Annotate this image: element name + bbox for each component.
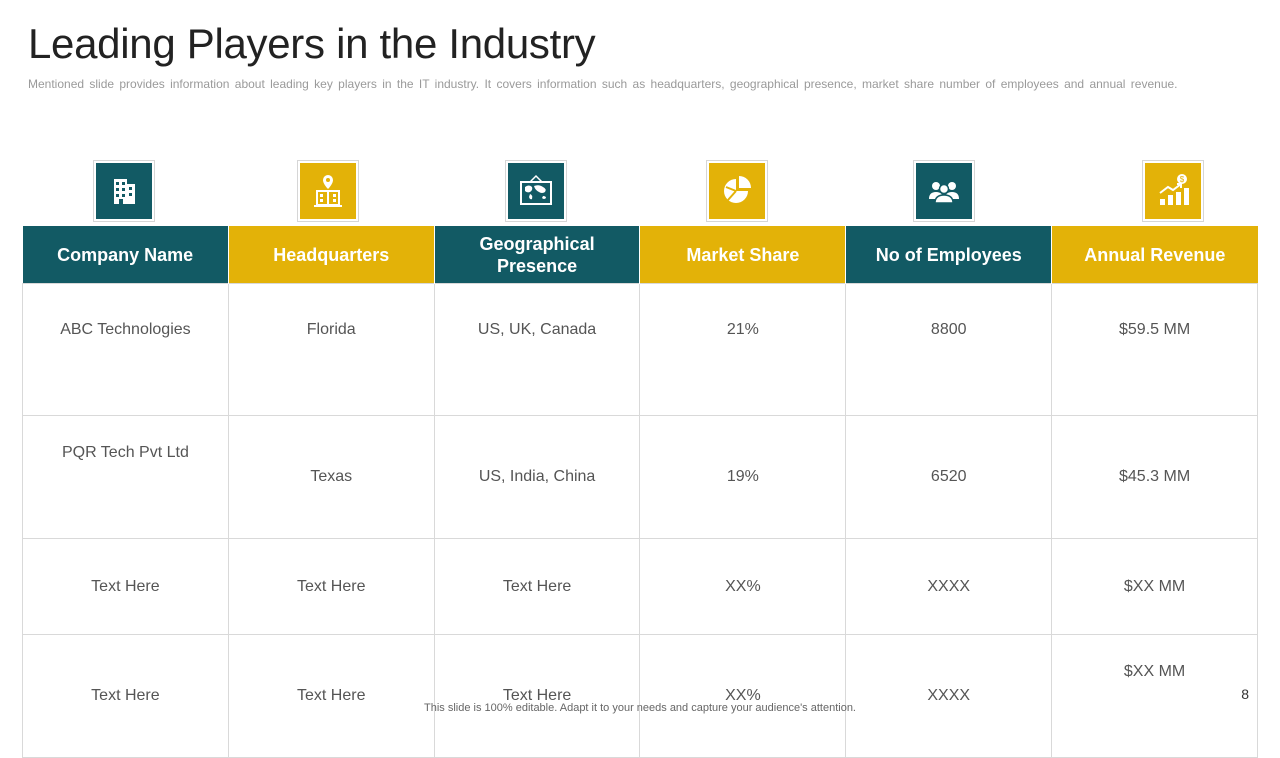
- cell-headquarters: Florida: [227, 283, 435, 416]
- slide-title: Leading Players in the Industry: [28, 20, 596, 67]
- svg-text:$: $: [1180, 175, 1185, 184]
- office-building-icon: [93, 160, 155, 222]
- cell-geographical-presence: Text Here: [433, 634, 641, 758]
- cell-annual-revenue: $XX MM: [1051, 538, 1258, 635]
- players-table: Company Name Headquarters Geographical P…: [22, 226, 1258, 758]
- table-row: Text Here Text Here Text Here XX% XXXX $…: [22, 634, 1258, 758]
- cell-annual-revenue: $XX MM: [1051, 634, 1258, 758]
- cell-no-of-employees: XXXX: [845, 634, 1053, 758]
- table-row: PQR Tech Pvt Ltd Texas US, India, China …: [22, 415, 1258, 539]
- cell-no-of-employees: XXXX: [845, 538, 1053, 635]
- column-icons-row: $: [22, 160, 1258, 224]
- market-share-pie-icon: [706, 160, 768, 222]
- cell-market-share: XX%: [639, 538, 847, 635]
- cell-geographical-presence: US, India, China: [433, 415, 641, 539]
- employees-group-icon: [913, 160, 975, 222]
- cell-company-name: Text Here: [22, 538, 229, 635]
- cell-company-name: ABC Technologies: [22, 283, 229, 416]
- cell-geographical-presence: US, UK, Canada: [433, 283, 641, 416]
- header-company-name: Company Name: [22, 226, 229, 284]
- footer-note: This slide is 100% editable. Adapt it to…: [424, 702, 856, 714]
- cell-company-name: Text Here: [22, 634, 229, 758]
- header-geographical-presence: Geographical Presence: [434, 226, 641, 284]
- table-row: ABC Technologies Florida US, UK, Canada …: [22, 283, 1258, 416]
- cell-headquarters: Text Here: [227, 538, 435, 635]
- headquarters-location-icon: [297, 160, 359, 222]
- header-annual-revenue: Annual Revenue: [1051, 226, 1258, 284]
- header-market-share: Market Share: [639, 226, 847, 284]
- cell-no-of-employees: 8800: [845, 283, 1053, 416]
- slide-subtitle: Mentioned slide provides information abo…: [28, 77, 1178, 91]
- table-header-row: Company Name Headquarters Geographical P…: [22, 226, 1258, 284]
- header-no-of-employees: No of Employees: [845, 226, 1053, 284]
- cell-annual-revenue: $59.5 MM: [1051, 283, 1258, 416]
- cell-market-share: XX%: [639, 634, 847, 758]
- cell-market-share: 19%: [639, 415, 847, 539]
- cell-headquarters: Texas: [227, 415, 435, 539]
- cell-market-share: 21%: [639, 283, 847, 416]
- cell-company-name: PQR Tech Pvt Ltd: [22, 415, 229, 539]
- page-number: 8: [1241, 686, 1249, 702]
- world-map-board-icon: [505, 160, 567, 222]
- cell-geographical-presence: Text Here: [433, 538, 641, 635]
- header-headquarters: Headquarters: [228, 226, 435, 284]
- table-row: Text Here Text Here Text Here XX% XXXX $…: [22, 538, 1258, 635]
- cell-headquarters: Text Here: [227, 634, 435, 758]
- revenue-growth-icon: $: [1142, 160, 1204, 222]
- cell-no-of-employees: 6520: [845, 415, 1053, 539]
- cell-annual-revenue: $45.3 MM: [1051, 415, 1258, 539]
